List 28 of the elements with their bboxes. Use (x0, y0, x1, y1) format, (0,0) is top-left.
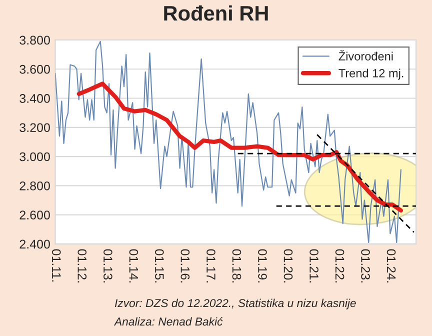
y-tick-label: 3.400 (20, 94, 50, 103)
x-tick-label: 01.22. (335, 249, 344, 282)
legend-label: Trend 12 mj. (338, 68, 404, 80)
x-tick-label: 01.19. (258, 249, 267, 282)
x-tick-label: 01.18. (232, 249, 242, 282)
line-series (76, 82, 404, 213)
x-tick-label: 01.14. (129, 249, 138, 282)
x-tick-label: 01.17. (206, 249, 216, 282)
y-tick-label: 3.000 (20, 152, 50, 162)
x-tick-label: 01.20. (284, 249, 293, 282)
x-tick-label: 01.21. (310, 249, 318, 282)
y-tick-label: 3.600 (20, 64, 50, 74)
y-tick-label: 2.800 (20, 181, 50, 190)
x-tick-label: 01.23. (361, 249, 370, 282)
y-tick-label: 2.400 (20, 240, 50, 249)
legend-label: Živorođeni (338, 50, 393, 60)
x-tick-label: 01.13. (104, 249, 112, 282)
y-tick-label: 2.600 (20, 210, 50, 220)
y-tick-label: 3.800 (20, 36, 50, 45)
y-tick-label: 3.200 (20, 123, 50, 132)
x-tick-label: 01.11. (52, 249, 61, 282)
x-tick-label: 01.24. (386, 249, 396, 282)
x-tick-label: 01.12. (78, 249, 87, 282)
text: Izvor: DZS do 12.2022., Statistika u nizu kasnije (114, 298, 356, 310)
chart-title: Rođeni RH (164, 5, 268, 21)
x-tick-label: 01.15. (154, 249, 164, 282)
text: Analiza: Nenad Bakić (114, 317, 223, 326)
x-tick-label: 01.16. (180, 249, 190, 282)
